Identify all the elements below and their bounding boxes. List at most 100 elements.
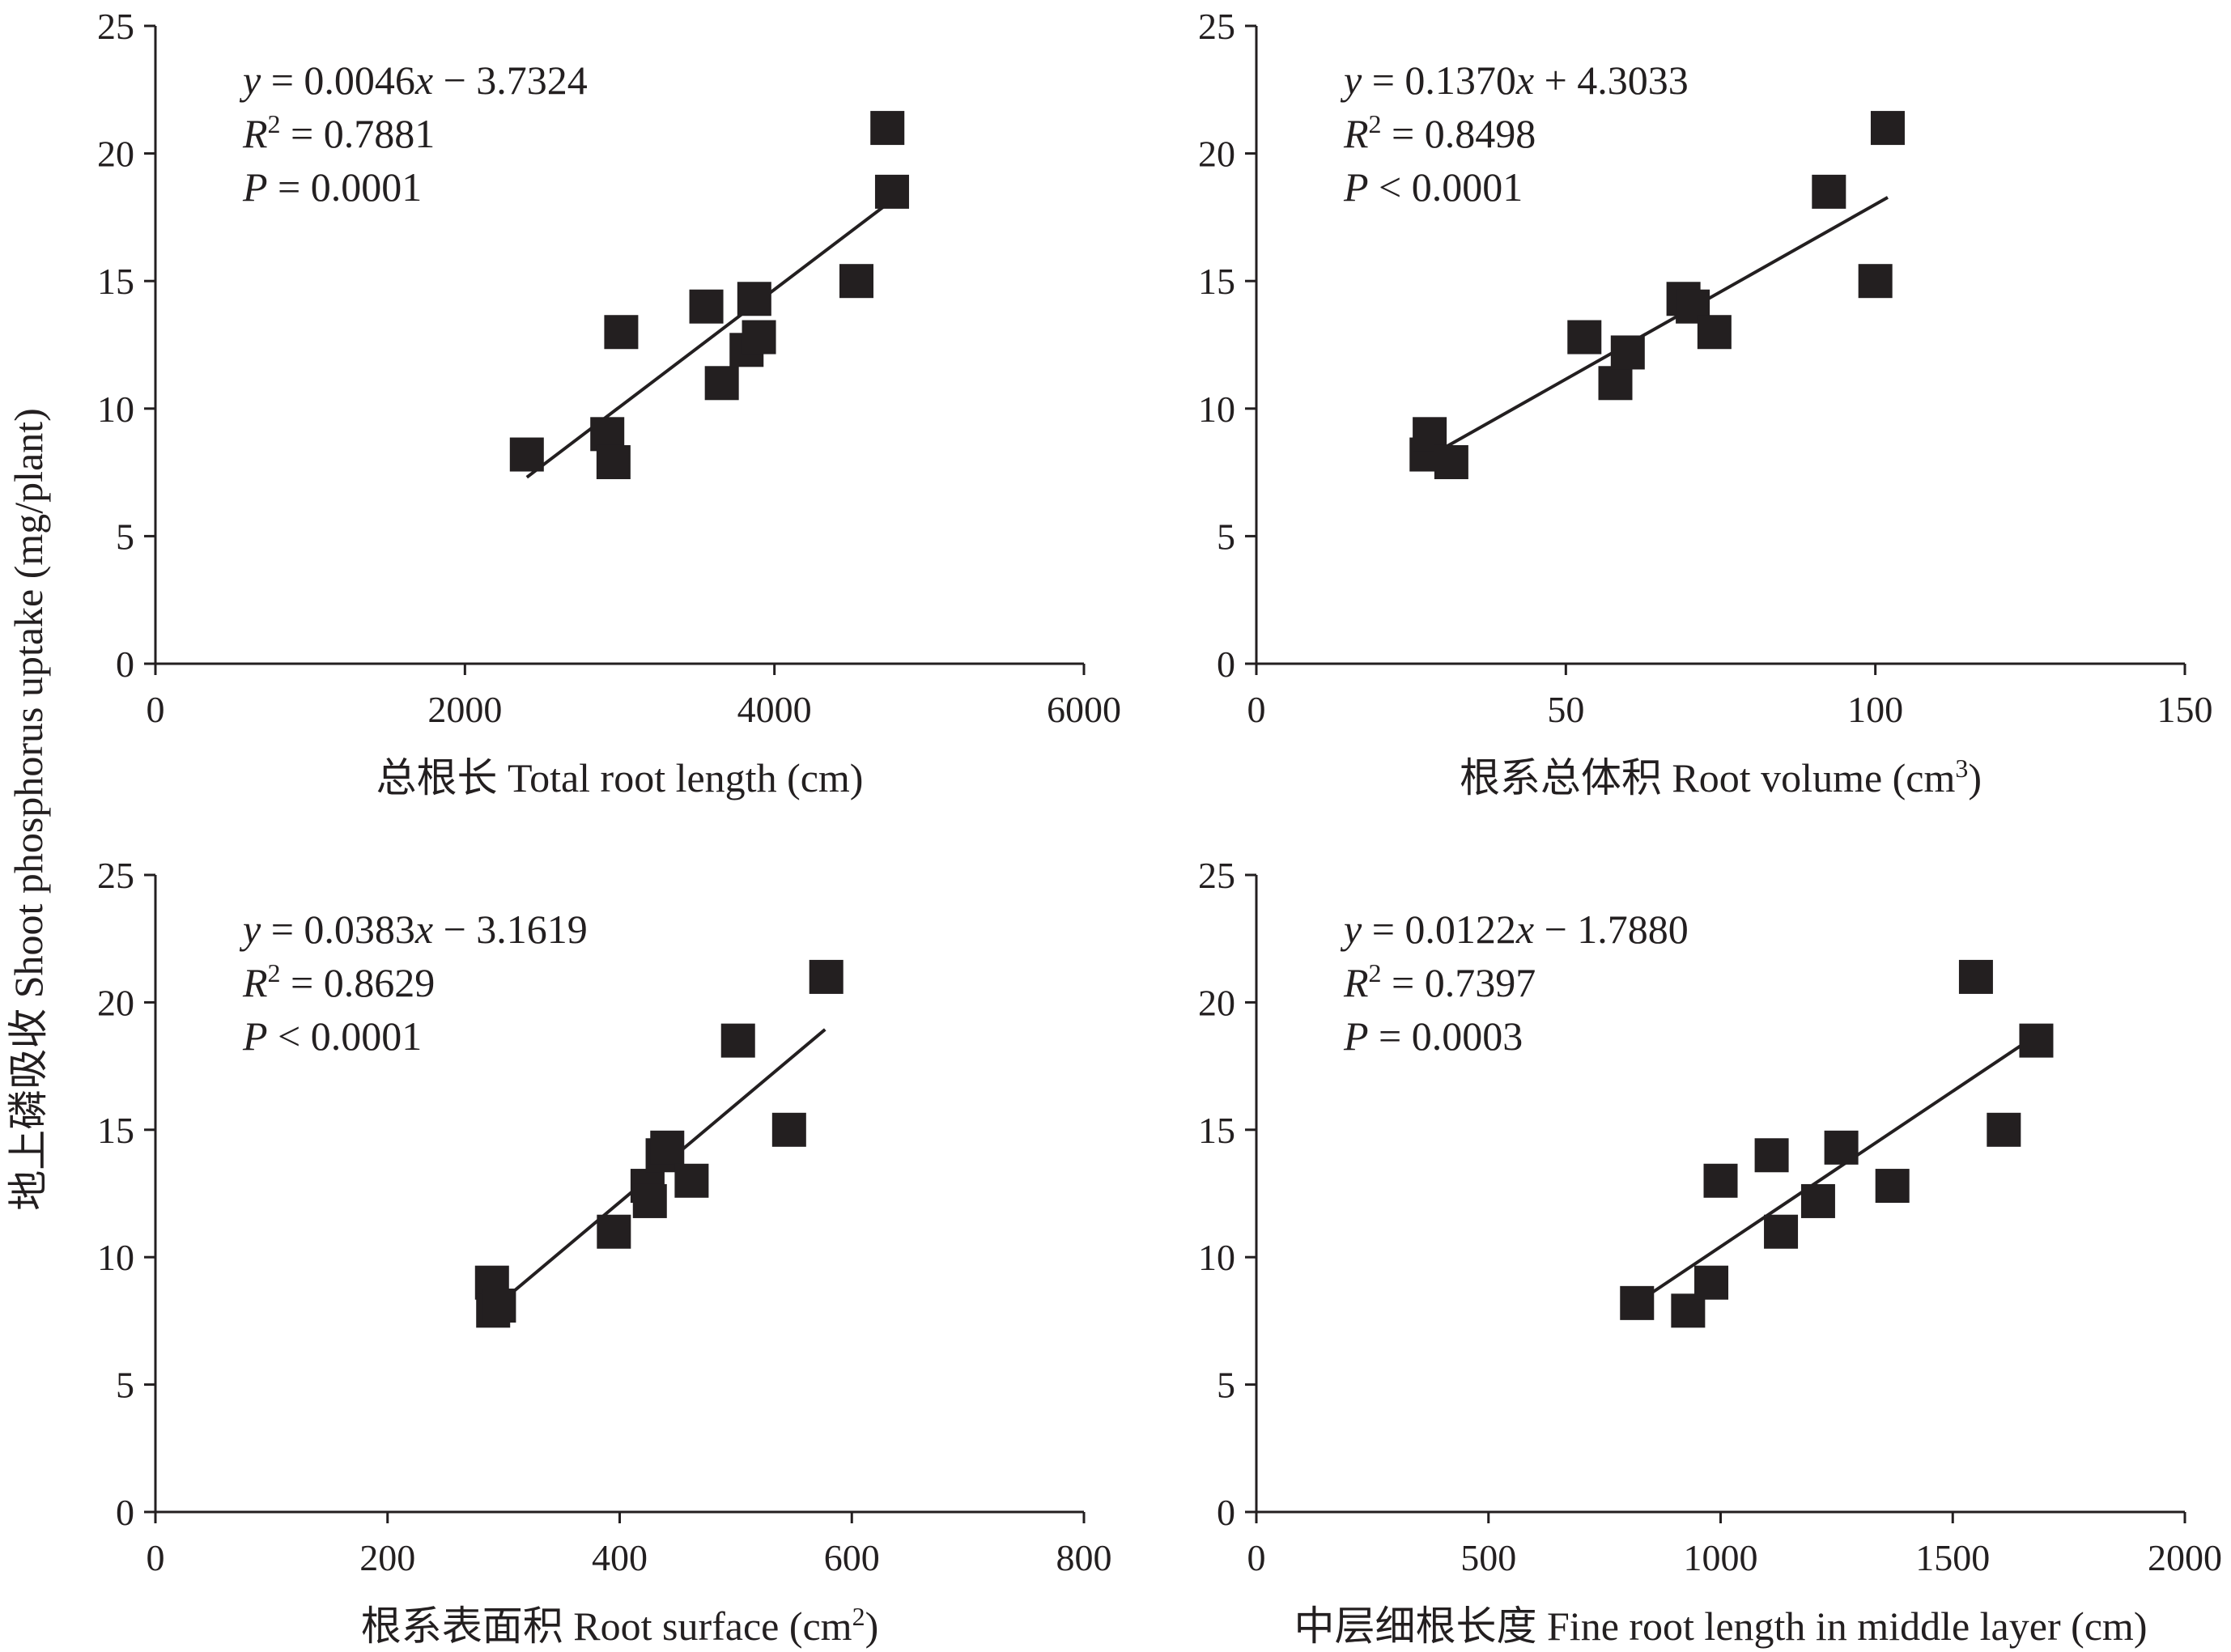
- data-point: [839, 264, 873, 299]
- data-point: [1987, 1112, 2021, 1147]
- y-tick-label: 0: [1217, 1492, 1235, 1533]
- y-tick-label: 25: [1198, 855, 1235, 896]
- r-squared: R2 = 0.8498: [1343, 109, 1536, 156]
- y-tick-label: 15: [1198, 1110, 1235, 1151]
- x-tick-label: 200: [359, 1537, 415, 1578]
- data-point: [1694, 1265, 1729, 1300]
- r-squared: R2 = 0.8629: [242, 958, 435, 1005]
- x-axis-label: 中层细根长度 Fine root length in middle layer …: [1294, 1603, 2148, 1649]
- data-point: [1697, 315, 1732, 350]
- data-point: [737, 282, 771, 316]
- y-tick-label: 25: [97, 855, 134, 896]
- x-tick-label: 50: [1547, 689, 1584, 730]
- x-axis-label: 根系总体积 Root volume (cm3): [1460, 754, 1982, 801]
- p-value: P = 0.0001: [242, 164, 422, 210]
- data-point: [482, 1289, 516, 1323]
- regression-line: [525, 198, 894, 479]
- x-tick-label: 100: [1847, 689, 1903, 730]
- data-point: [771, 1112, 806, 1147]
- data-point: [604, 315, 639, 350]
- x-tick-label: 600: [824, 1537, 880, 1578]
- y-tick-label: 10: [1198, 389, 1235, 430]
- x-tick-label: 2000: [2148, 1537, 2222, 1578]
- regression-equation: y = 0.1370x + 4.3033: [1340, 57, 1689, 103]
- data-point: [2019, 1023, 2054, 1058]
- data-point: [1870, 111, 1905, 146]
- y-tick-label: 20: [1198, 134, 1235, 175]
- x-tick-label: 6000: [1047, 689, 1121, 730]
- data-point: [509, 437, 544, 472]
- shared-y-axis-label: 地上磷吸收 Shoot phosphorus uptake (mg/plant): [6, 408, 51, 1211]
- data-point: [1620, 1285, 1655, 1320]
- data-point: [1434, 444, 1468, 479]
- y-tick-label: 0: [116, 643, 134, 685]
- x-tick-label: 0: [147, 1537, 165, 1578]
- x-axis-label: 总根长 Total root length (cm): [376, 755, 864, 801]
- r-squared: R2 = 0.7881: [242, 109, 435, 156]
- data-point: [674, 1163, 709, 1198]
- y-tick-label: 5: [1217, 1365, 1235, 1406]
- x-tick-label: 4000: [737, 689, 812, 730]
- x-axis-label: 根系表面积 Root surface (cm2): [361, 1602, 878, 1649]
- y-tick-label: 25: [1198, 6, 1235, 47]
- data-point: [1754, 1138, 1789, 1173]
- data-point: [809, 959, 844, 994]
- x-tick-label: 0: [1247, 689, 1266, 730]
- y-tick-label: 15: [1198, 261, 1235, 302]
- r-squared: R2 = 0.7397: [1343, 958, 1536, 1005]
- data-point: [1800, 1183, 1835, 1218]
- regression-equation: y = 0.0122x − 1.7880: [1340, 907, 1689, 952]
- data-point: [650, 1130, 685, 1165]
- data-point: [870, 111, 905, 146]
- y-tick-label: 10: [1198, 1237, 1235, 1278]
- y-tick-label: 0: [116, 1492, 134, 1533]
- data-point: [1598, 366, 1633, 401]
- data-point: [1958, 959, 1993, 994]
- x-tick-label: 150: [2157, 689, 2213, 730]
- y-tick-label: 5: [1217, 516, 1235, 557]
- data-point: [596, 444, 631, 479]
- regression-line: [1434, 196, 1889, 454]
- y-tick-label: 20: [1198, 982, 1235, 1023]
- data-point: [742, 320, 776, 355]
- x-tick-label: 500: [1460, 1537, 1516, 1578]
- x-tick-label: 1500: [1915, 1537, 1990, 1578]
- data-point: [1875, 1169, 1910, 1204]
- data-point: [1610, 335, 1645, 370]
- chart-panel-total-root-length: 0 5 10 15 20 25 0 2000 4000 6000 总根长 Total root le…: [97, 6, 1121, 801]
- data-point: [632, 1183, 667, 1218]
- y-tick-label: 15: [97, 1110, 134, 1151]
- p-value: P < 0.0001: [242, 1013, 422, 1059]
- regression-equation: y = 0.0046x − 3.7324: [239, 57, 588, 103]
- chart-panel-root-surface: 0 5 10 15 20 25 0 200 400 600 800 根系表面积 Root surfac…: [97, 855, 1112, 1649]
- x-tick-label: 400: [592, 1537, 648, 1578]
- data-point: [704, 366, 739, 401]
- x-tick-label: 0: [147, 689, 165, 730]
- regression-equation: y = 0.0383x − 3.1619: [239, 907, 588, 952]
- x-tick-label: 0: [1247, 1537, 1266, 1578]
- p-value: P < 0.0001: [1343, 164, 1523, 210]
- data-point: [720, 1023, 755, 1058]
- y-tick-label: 20: [97, 982, 134, 1023]
- data-point: [597, 1214, 631, 1249]
- regression-line: [1636, 1034, 2038, 1305]
- x-tick-label: 2000: [427, 689, 502, 730]
- data-point: [1812, 174, 1846, 209]
- y-tick-label: 10: [97, 1237, 134, 1278]
- y-tick-label: 10: [97, 389, 134, 430]
- y-tick-label: 15: [97, 261, 134, 302]
- data-point: [1764, 1214, 1799, 1249]
- y-tick-label: 5: [116, 1365, 134, 1406]
- data-point: [1858, 264, 1893, 299]
- x-tick-label: 1000: [1684, 1537, 1758, 1578]
- chart-panel-root-volume: 0 5 10 15 20 25 0 50 100 150 根系总体积 Root volume (cm…: [1198, 6, 2213, 801]
- data-point: [874, 174, 909, 209]
- data-point: [689, 289, 724, 324]
- p-value: P = 0.0003: [1343, 1013, 1523, 1059]
- y-tick-label: 25: [97, 6, 134, 47]
- x-tick-label: 800: [1056, 1537, 1112, 1578]
- data-point: [1567, 320, 1602, 355]
- y-tick-label: 0: [1217, 643, 1235, 685]
